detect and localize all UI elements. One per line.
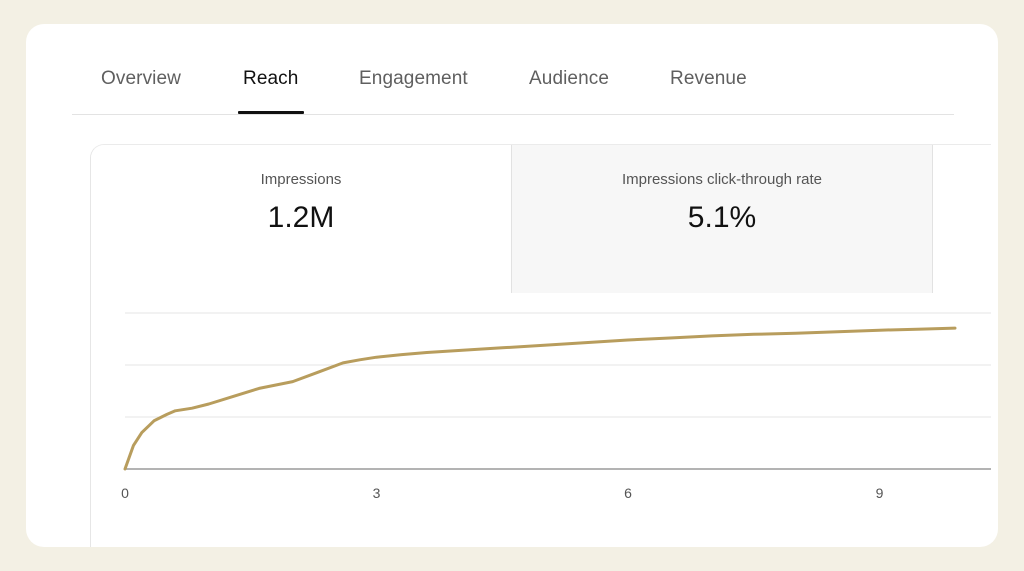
- x-tick-label: 9: [876, 485, 884, 501]
- chart-series: [123, 326, 957, 471]
- metric-ctr[interactable]: Impressions click-through rate 5.1%: [511, 145, 933, 293]
- impressions-line-chart: 0 3 6 9: [121, 312, 991, 501]
- x-tick-label: 0: [121, 485, 129, 501]
- tab-bar: Overview Reach Engagement Audience Reven…: [72, 24, 954, 115]
- tab-engagement[interactable]: Engagement: [359, 68, 468, 89]
- metric-ctr-label: Impressions click-through rate: [621, 171, 823, 188]
- x-axis-ticks: 0 3 6 9: [121, 485, 884, 501]
- tab-overview[interactable]: Overview: [101, 68, 181, 89]
- tab-audience[interactable]: Audience: [529, 68, 610, 89]
- tab-revenue[interactable]: Revenue: [670, 68, 747, 89]
- impressions-series-line: [123, 326, 957, 471]
- tab-reach[interactable]: Reach: [243, 68, 299, 89]
- analytics-card: Overview Reach Engagement Audience Reven…: [26, 24, 998, 547]
- reach-panel: Impressions 1.2M Impressions click-throu…: [90, 144, 991, 547]
- x-tick-label: 3: [373, 485, 381, 501]
- metric-ctr-value: 5.1%: [687, 201, 757, 234]
- x-tick-label: 6: [624, 485, 632, 501]
- metric-impressions[interactable]: Impressions 1.2M: [91, 145, 511, 293]
- active-tab-indicator: [238, 111, 304, 114]
- metric-impressions-label: Impressions: [260, 171, 342, 188]
- metric-impressions-value: 1.2M: [267, 201, 335, 234]
- chart-grid: [125, 312, 991, 470]
